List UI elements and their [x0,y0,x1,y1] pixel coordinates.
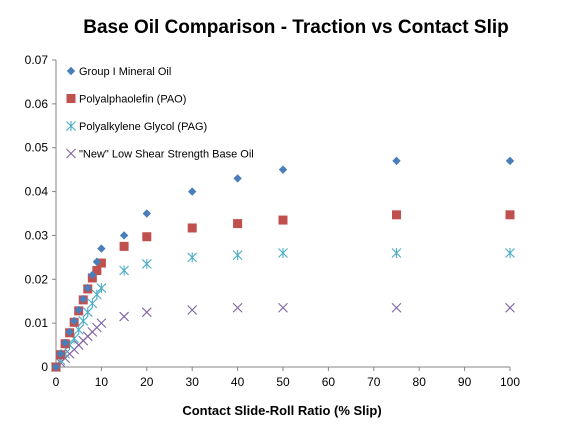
data-point [187,223,197,233]
data-series [51,156,515,372]
data-point [142,209,151,218]
chart-title: Base Oil Comparison - Traction vs Contac… [83,17,508,38]
y-tick-label: 0.06 [25,97,49,111]
data-point [119,311,129,322]
x-tick-label: 30 [186,375,200,389]
legend-item: "New" Low Shear Strength Base Oil [66,148,254,161]
data-point [278,165,288,174]
data-point [119,231,129,240]
data-point [51,362,61,372]
legend-marker [66,121,76,131]
data-point [96,258,106,268]
data-point [92,266,102,276]
data-point [391,247,402,258]
data-point [505,156,515,166]
legend-label: "New" Low Shear Strength Base Oil [79,149,254,161]
y-tick-label: 0 [41,360,48,374]
legend-item: Polyalphaolefin (PAO) [66,94,186,106]
data-point [78,315,89,326]
data-point [233,219,243,229]
data-point [505,210,515,220]
data-point [119,241,129,251]
data-point [232,302,243,313]
y-tick-label: 0.03 [25,228,49,242]
data-point [187,305,198,315]
x-axis-label: Contact Slide-Roll Ratio (% Slip) [182,403,381,418]
legend-label: Polyalkylene Glycol (PAG) [79,121,207,133]
legend-marker [66,94,76,103]
x-tick-label: 60 [322,375,336,389]
y-tick-label: 0.04 [25,185,49,199]
data-point [74,305,83,315]
y-tick-label: 0.02 [25,272,49,286]
x-tick-label: 100 [500,375,520,389]
data-series [51,302,515,372]
data-point [91,289,102,300]
x-tick-label: 0 [53,375,60,389]
legend-marker [66,66,76,76]
legend: Group I Mineral Oil Polyalphaolefin (PAO)… [66,66,254,161]
data-point [56,349,65,359]
data-point [141,258,152,269]
data-point [187,252,198,263]
data-point [119,265,129,276]
data-point [278,302,288,313]
y-tick-label: 0.01 [25,316,49,330]
x-tick-label: 90 [458,375,472,389]
data-point [88,270,97,280]
data-point [142,232,152,242]
x-tick-label: 40 [231,375,245,389]
data-point [505,247,515,258]
data-point [505,302,515,313]
data-point [92,257,102,266]
legend-label: Polyalphaolefin (PAO) [79,94,186,106]
data-point [278,247,288,258]
data-point [79,294,88,304]
data-point [392,156,401,166]
y-tick-label: 0.07 [25,53,49,67]
data-point [60,338,70,348]
data-point [232,250,243,261]
data-point [87,298,98,309]
data-point [65,327,74,337]
legend-item: Polyalkylene Glycol (PAG) [66,121,207,133]
data-point [188,187,197,196]
legend-label: Group I Mineral Oil [79,66,171,78]
data-point [96,318,107,329]
data-point [83,283,92,293]
data-point [141,307,152,318]
x-tick-label: 80 [413,375,427,389]
data-point [96,283,107,294]
data-point [392,210,401,220]
plot-area: 0 0.01 0.02 0.03 0.04 0.05 0.06 0.07 0 10 20 30 40 50… [25,53,521,389]
x-tick-label: 50 [276,375,290,389]
legend-marker [66,148,76,159]
x-tick-label: 10 [95,375,109,389]
y-tick-label: 0.05 [25,141,49,155]
data-point [82,307,93,318]
data-point [69,316,79,326]
data-point [278,215,288,225]
data-series [51,247,515,372]
data-point [233,174,242,183]
data-point [97,244,106,253]
data-point [391,302,402,313]
x-tick-label: 70 [367,375,381,389]
x-tick-label: 20 [140,375,154,389]
legend-item: Group I Mineral Oil [66,66,171,78]
